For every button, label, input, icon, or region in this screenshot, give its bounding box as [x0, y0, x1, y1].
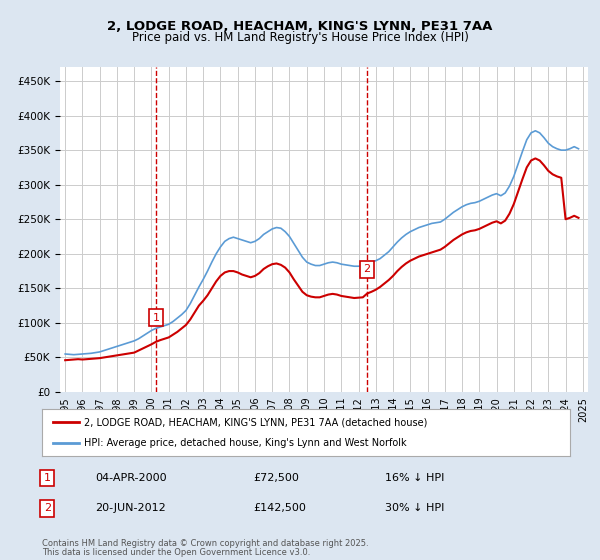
- Text: 20-JUN-2012: 20-JUN-2012: [95, 503, 166, 514]
- Text: 2: 2: [44, 503, 51, 514]
- Text: 30% ↓ HPI: 30% ↓ HPI: [385, 503, 445, 514]
- Text: 04-APR-2000: 04-APR-2000: [95, 473, 166, 483]
- Text: £72,500: £72,500: [253, 473, 299, 483]
- Text: 2, LODGE ROAD, HEACHAM, KING'S LYNN, PE31 7AA: 2, LODGE ROAD, HEACHAM, KING'S LYNN, PE3…: [107, 20, 493, 32]
- Text: Contains HM Land Registry data © Crown copyright and database right 2025.: Contains HM Land Registry data © Crown c…: [42, 539, 368, 548]
- Text: 16% ↓ HPI: 16% ↓ HPI: [385, 473, 445, 483]
- Text: £142,500: £142,500: [253, 503, 306, 514]
- Text: 1: 1: [44, 473, 51, 483]
- Text: HPI: Average price, detached house, King's Lynn and West Norfolk: HPI: Average price, detached house, King…: [84, 438, 407, 448]
- Text: 2, LODGE ROAD, HEACHAM, KING'S LYNN, PE31 7AA (detached house): 2, LODGE ROAD, HEACHAM, KING'S LYNN, PE3…: [84, 417, 428, 427]
- Text: This data is licensed under the Open Government Licence v3.0.: This data is licensed under the Open Gov…: [42, 548, 310, 557]
- Text: 1: 1: [152, 312, 160, 323]
- Text: 2: 2: [363, 264, 370, 274]
- Text: Price paid vs. HM Land Registry's House Price Index (HPI): Price paid vs. HM Land Registry's House …: [131, 31, 469, 44]
